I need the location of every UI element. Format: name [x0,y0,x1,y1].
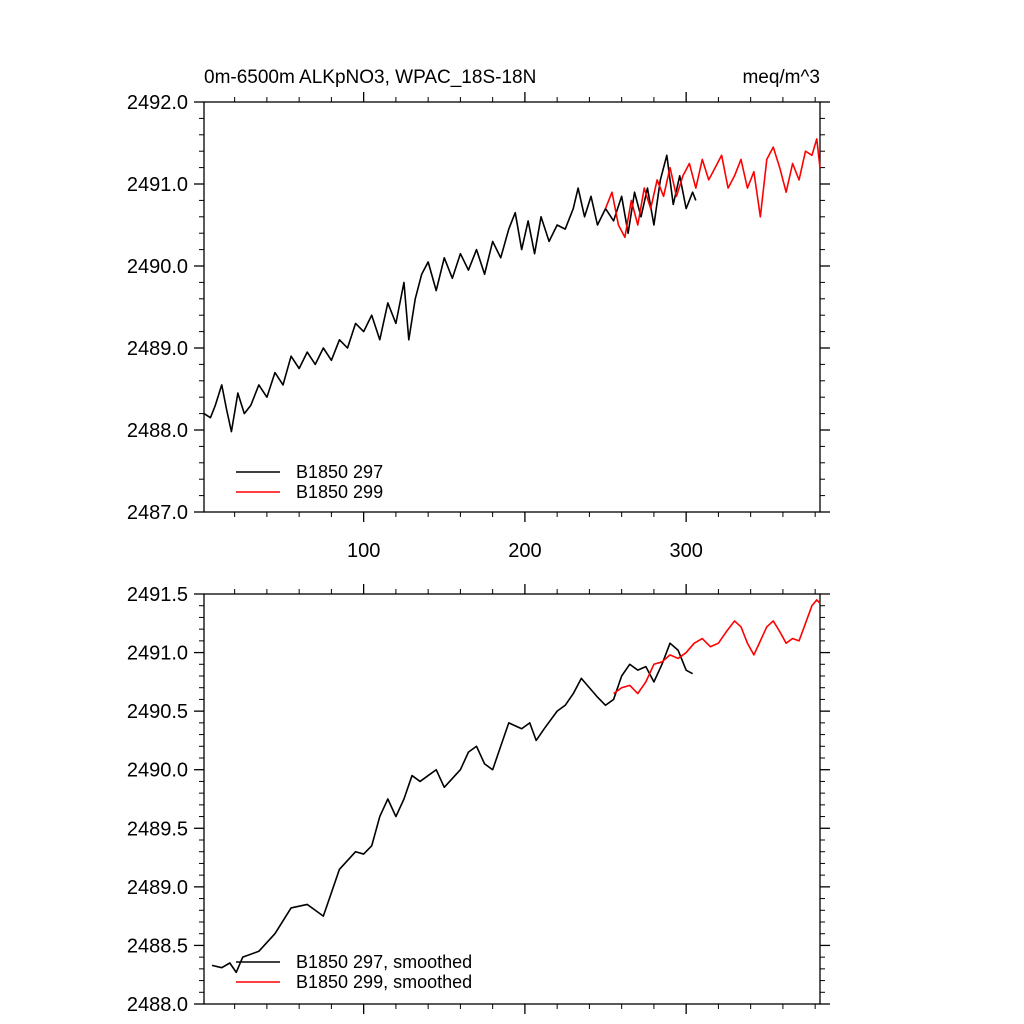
top-y-tick-label: 2489.0 [127,338,188,360]
top-legend: B1850 297 B1850 299 [236,462,383,502]
top-y-tick-label: 2490.0 [127,256,188,278]
bottom-lines [211,599,821,974]
bottom-legend-label-299: B1850 299, smoothed [296,972,472,992]
top-legend-label-299: B1850 299 [296,482,383,502]
bottom-y-tick-label: 2491.0 [127,643,188,665]
top-panel: 0m-6500m ALKpNO3, WPAC_18S-18N meq/m^3 2… [127,67,830,562]
bottom-series-line-1 [613,599,821,695]
bottom-legend-label-297: B1850 297, smoothed [296,952,472,972]
top-lines [203,138,821,433]
top-y-tick-label: 2491.0 [127,174,188,196]
top-series-line-1 [604,138,821,239]
top-ticks: 2487.0 2488.0 2489.0 2490.0 2491.0 2492.0 100 2… [127,92,830,562]
bottom-series-line-0 [211,642,693,974]
top-title-right: meq/m^3 [742,67,820,88]
top-y-tick-label: 2487.0 [127,502,188,524]
top-y-tick-label: 2488.0 [127,420,188,442]
bottom-plot-frame [203,593,821,1005]
bottom-y-tick-label: 2489.5 [127,818,188,840]
bottom-legend: B1850 297, smoothed B1850 299, smoothed [236,952,472,992]
bottom-y-tick-label: 2490.0 [127,760,188,782]
top-x-tick-label: 200 [508,540,541,562]
top-x-tick-label: 100 [347,540,380,562]
bottom-panel: 2488.0 2488.5 2489.0 2489.5 2490.0 2490.5 2491… [127,584,830,1016]
bottom-y-tick-label: 2488.0 [127,994,188,1016]
bottom-y-tick-label: 2488.5 [127,935,188,957]
bottom-y-tick-label: 2490.5 [127,701,188,723]
top-x-tick-label: 300 [669,540,702,562]
bottom-ticks: 2488.0 2488.5 2489.0 2489.5 2490.0 2490.5 2491… [127,584,830,1016]
top-series-line-0 [203,154,697,433]
top-title-left: 0m-6500m ALKpNO3, WPAC_18S-18N [204,67,536,88]
top-legend-label-297: B1850 297 [296,462,383,482]
bottom-y-tick-label: 2489.0 [127,877,188,899]
bottom-y-tick-label: 2491.5 [127,584,188,606]
top-y-tick-label: 2492.0 [127,92,188,114]
top-plot-frame [203,101,821,513]
